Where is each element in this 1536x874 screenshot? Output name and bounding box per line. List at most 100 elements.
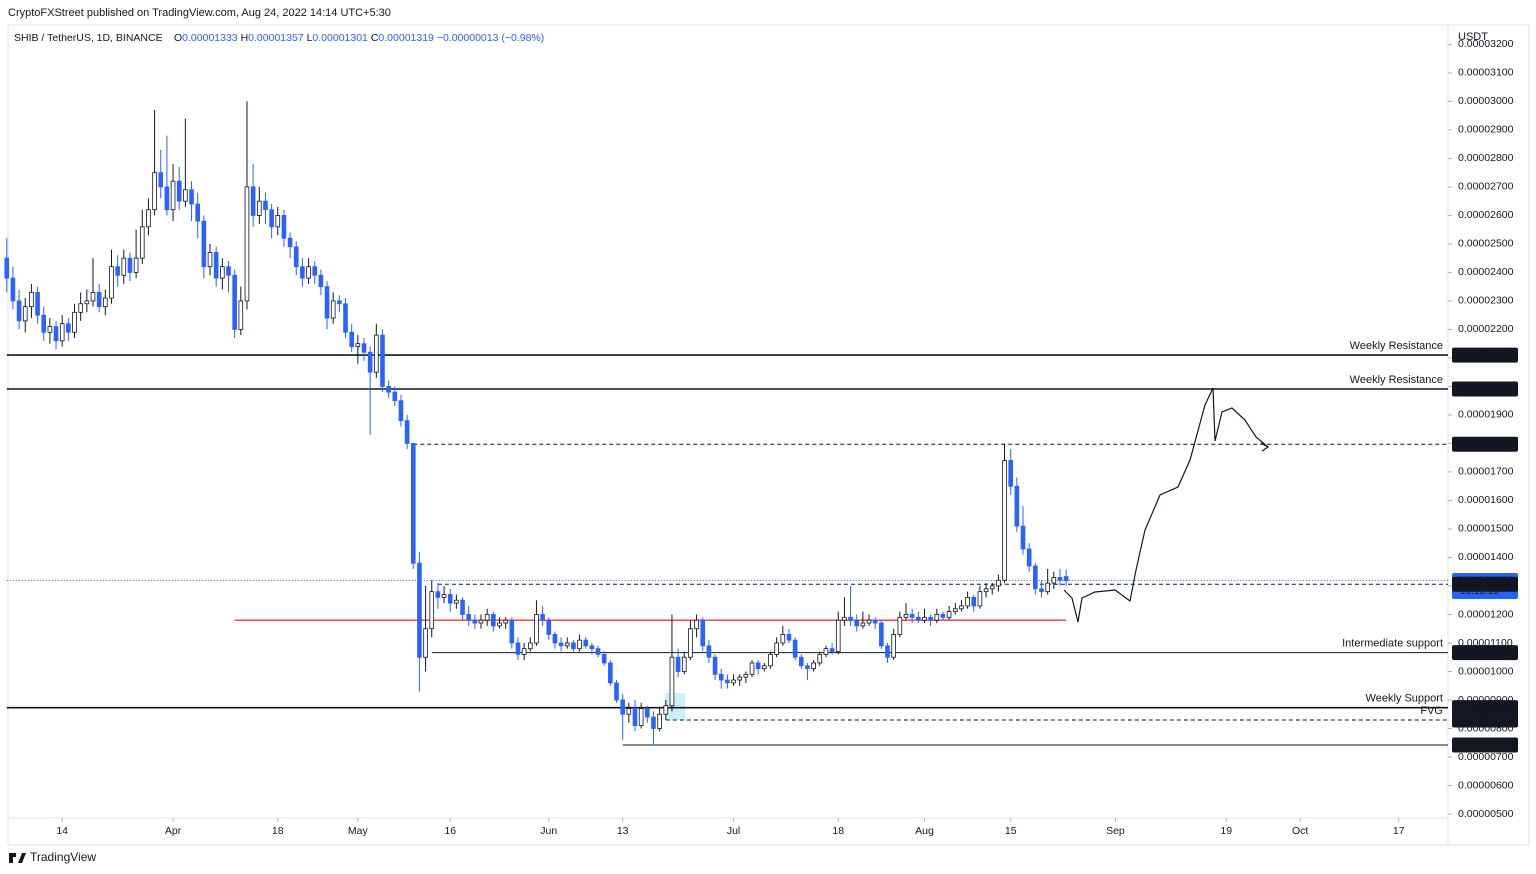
candle-body <box>478 619 484 624</box>
plot <box>4 101 1448 746</box>
candle-body <box>238 300 244 330</box>
candle-body <box>1008 460 1014 487</box>
price-label: 0.00001066 <box>1458 646 1514 658</box>
candle-body <box>96 291 102 308</box>
candle-body <box>429 591 435 630</box>
candle-body <box>737 676 743 681</box>
candle-body <box>472 619 478 624</box>
x-tick-label: 16 <box>444 825 456 837</box>
candle-body <box>361 343 367 353</box>
candle-body <box>454 599 459 604</box>
candle-body <box>595 648 601 655</box>
candle-body <box>725 679 730 684</box>
candle-body <box>916 616 921 621</box>
candle-body <box>521 648 527 655</box>
candle-body <box>201 220 207 268</box>
candle-body <box>133 257 139 273</box>
candle-body <box>823 648 829 655</box>
candle-body <box>509 619 515 644</box>
ohlc-value: 0.00001333 <box>182 32 238 44</box>
x-tick-label: 18 <box>832 825 844 837</box>
price-label: 0.00000830 <box>1458 714 1514 726</box>
candle-body <box>805 665 810 670</box>
y-tick-label: 0.00002800 <box>1458 152 1514 164</box>
attribution: CryptoFXStreet published on TradingView.… <box>8 7 391 19</box>
x-tick-label: 19 <box>1220 825 1232 837</box>
price-label: 0.00001991 <box>1458 383 1514 395</box>
candle-body <box>386 386 391 393</box>
candle-body <box>534 614 539 644</box>
candle-body <box>90 291 96 302</box>
candle-body <box>540 614 545 621</box>
candle-body <box>410 443 416 564</box>
candle-body <box>608 662 613 684</box>
ohlc-key: L <box>307 32 313 44</box>
candle-body <box>398 400 404 422</box>
candle-body <box>743 673 749 678</box>
candle-body <box>731 679 736 684</box>
candle-body <box>263 200 268 211</box>
candle-body <box>891 634 896 658</box>
y-tick-label: 0.00000700 <box>1458 751 1514 763</box>
candle-body <box>417 562 422 658</box>
candle-body <box>620 699 625 715</box>
candle-body <box>189 189 194 205</box>
candle-body <box>41 314 47 333</box>
candle-body <box>552 634 558 644</box>
ohlc-change: −0.00000013 (−0.98%) <box>437 32 544 44</box>
candle-body <box>121 257 127 276</box>
candle-body <box>694 619 699 630</box>
candle-body <box>460 599 465 615</box>
candle-body <box>287 237 293 248</box>
projection-path <box>1063 387 1269 623</box>
candle-body <box>220 266 225 279</box>
candle-body <box>256 200 262 216</box>
ohlc-key: O <box>174 32 182 44</box>
x-tick-label: Jul <box>727 825 740 837</box>
candle-body <box>909 614 915 618</box>
candle-body <box>10 277 16 302</box>
candle-body <box>558 642 564 647</box>
candle-body <box>681 656 687 672</box>
candle-body <box>952 608 958 613</box>
candle-body <box>164 186 170 211</box>
candle-body <box>53 326 59 342</box>
candle-body <box>669 656 675 707</box>
candle-body <box>965 596 970 607</box>
candle-body <box>324 286 330 319</box>
candle-body <box>651 716 656 729</box>
candle-body <box>755 662 761 670</box>
x-tick-label: Oct <box>1292 825 1308 837</box>
x-tick-label: 18 <box>272 825 284 837</box>
candle-body <box>983 588 989 593</box>
candle-body <box>811 662 816 670</box>
price-label-box <box>1452 381 1518 397</box>
y-tick-label: 0.00001400 <box>1458 551 1514 563</box>
y-tick-label: 0.00002400 <box>1458 266 1514 278</box>
candle-body <box>59 323 65 342</box>
x-tick-label: Aug <box>915 825 934 837</box>
candle-body <box>195 203 201 222</box>
y-tick-label: 0.00001700 <box>1458 466 1514 478</box>
candle-body <box>183 189 188 202</box>
candle-body <box>571 642 576 650</box>
candle-body <box>768 653 773 667</box>
candle-body <box>577 639 582 650</box>
candle-body <box>269 209 274 228</box>
candle-body <box>300 266 305 279</box>
candle-body <box>675 656 681 672</box>
x-tick-label: 15 <box>1005 825 1017 837</box>
candle-body <box>885 645 890 658</box>
candle-body <box>244 186 250 302</box>
candle-body <box>158 172 164 188</box>
candle-body <box>441 594 447 598</box>
candle-body <box>989 585 995 590</box>
price-label-box <box>1452 436 1518 452</box>
y-tick-label: 0.00002900 <box>1458 124 1514 136</box>
candle-body <box>645 708 650 718</box>
candle-body <box>367 351 373 373</box>
level-annotation: Weekly Resistance <box>1350 340 1443 352</box>
candle-body <box>854 619 860 627</box>
candle-body <box>780 634 786 644</box>
candle-body <box>146 209 151 228</box>
